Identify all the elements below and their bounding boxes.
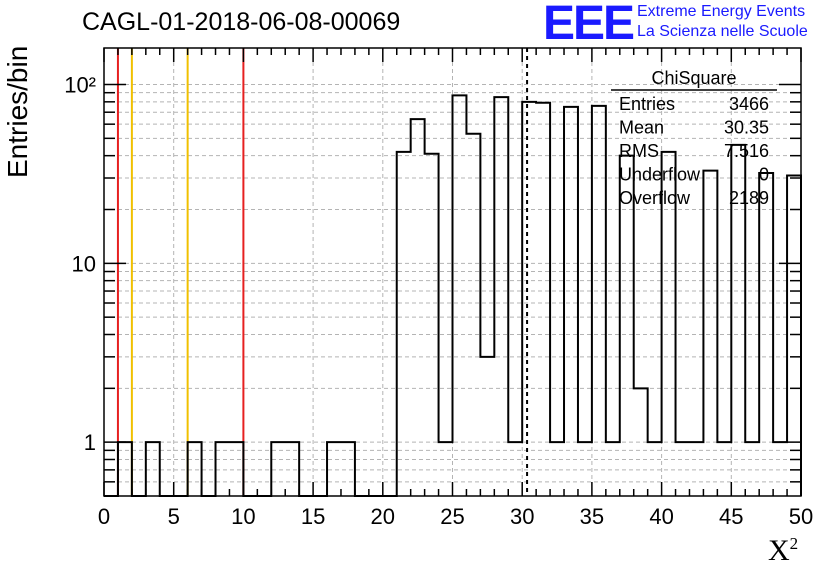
stats-title: ChiSquare [651,68,736,88]
x-tick-label: 40 [649,504,673,529]
stats-value: 3466 [729,94,769,114]
x-tick-label: 5 [168,504,180,529]
x-tick-label: 50 [789,504,813,529]
x-axis-label-superscript: 2 [789,534,799,553]
stats-value: 30.35 [724,118,769,138]
y-tick-label: 10 [72,251,96,276]
stats-value: 0 [759,165,769,185]
histogram-bin [522,102,536,496]
histogram-bin [564,107,578,496]
y-tick-label: 1 [84,430,96,455]
histogram-bin [425,154,439,496]
histogram-bin [494,97,508,496]
y-tick-label: 10² [64,73,96,98]
x-tick-label: 45 [719,504,743,529]
eee-logo-mark: EEE [543,0,635,50]
logo-line-2: La Scienza nelle Scuole [637,23,808,40]
axis-ticks: 0 5 10 15 20 25 30 35 40 45 50 1 10 10² [64,48,813,529]
x-tick-label: 30 [510,504,534,529]
x-tick-label: 0 [98,504,110,529]
histogram-bin [787,175,801,496]
histogram-bin [801,442,815,496]
histogram-bars [104,48,815,497]
histogram-bin [411,119,425,496]
stats-box: ChiSquare Entries 3466 Mean 30.35 RMS 7.516 Und… [611,68,777,208]
logo-line-1: Extreme Energy Events [637,3,806,20]
x-tick-label: 10 [231,504,255,529]
histogram-bin [536,103,550,496]
x-tick-label: 25 [440,504,464,529]
x-axis-label-base: X [768,534,790,567]
stats-value: 7.516 [724,141,769,161]
x-tick-label: 15 [301,504,325,529]
stats-label: Underflow [619,165,701,185]
x-tick-label: 20 [371,504,395,529]
stats-label: Mean [619,118,664,138]
vertical-markers [116,48,245,496]
x-tick-label: 35 [580,504,604,529]
stats-label: Overflow [619,188,691,208]
histogram-bin [480,357,494,496]
x-axis-label: X2 [768,534,798,568]
stats-label: Entries [619,94,675,114]
chart-title: CAGL-01-2018-06-08-00069 [82,8,401,36]
histogram-bin [592,106,606,496]
histogram-bin [397,152,411,496]
histogram-bin [703,171,717,496]
histogram-outline [104,94,802,497]
stats-value: 2189 [729,188,769,208]
stats-label: RMS [619,141,659,161]
